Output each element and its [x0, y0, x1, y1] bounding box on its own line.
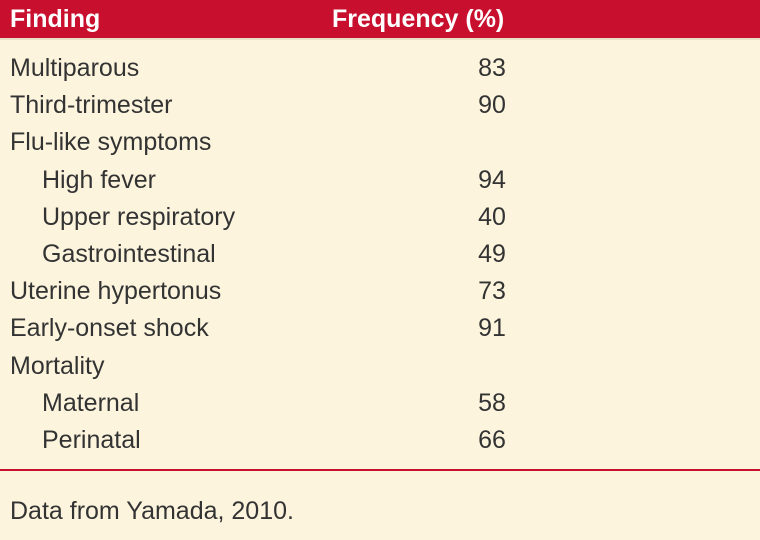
frequency: 73: [478, 277, 506, 306]
frequency: 83: [478, 54, 506, 82]
frequency: 94: [478, 165, 506, 194]
finding: Early-onset shock: [10, 314, 209, 343]
footnote: Data from Yamada, 2010.: [10, 497, 294, 525]
sub-finding: Perinatal: [42, 426, 141, 454]
column-header: Frequency (%): [332, 5, 505, 33]
frequency: 58: [478, 388, 506, 417]
column-header: Finding: [10, 5, 101, 33]
frequency: 40: [478, 202, 506, 231]
finding: Third-trimester: [10, 91, 173, 120]
finding: Multiparous: [10, 54, 140, 82]
frequency: 66: [478, 426, 506, 454]
sub-finding: High fever: [42, 165, 156, 194]
frequency: 91: [478, 314, 506, 343]
finding: Mortality: [10, 351, 105, 380]
sub-finding: Maternal: [42, 388, 140, 417]
header-bar: Finding Frequency (%): [0, 0, 760, 40]
frequency: 49: [478, 240, 506, 268]
divider: [0, 469, 760, 471]
sub-finding: Gastrointestinal: [42, 240, 216, 268]
frequency: 90: [478, 91, 506, 120]
finding: Flu-like symptoms: [10, 128, 212, 157]
sub-finding: Upper respiratory: [42, 202, 236, 231]
finding: Uterine hypertonus: [10, 277, 222, 306]
